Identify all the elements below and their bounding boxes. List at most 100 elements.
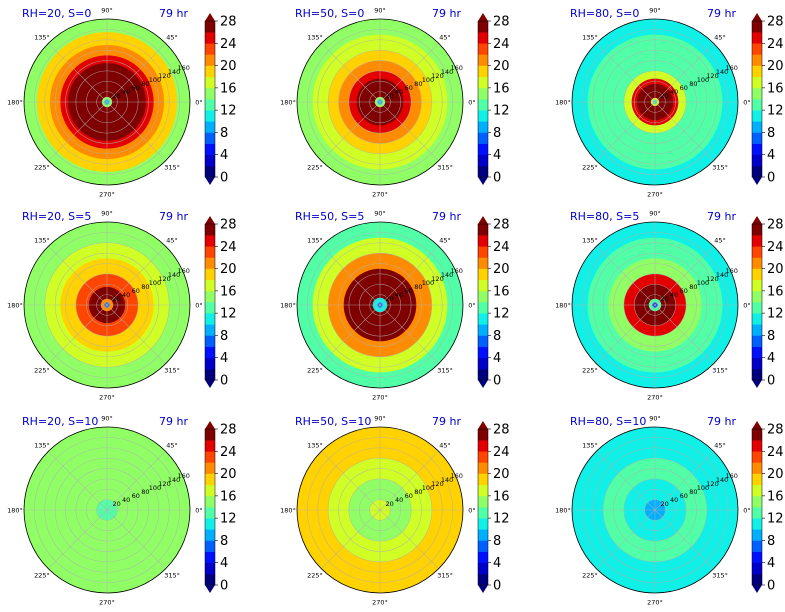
angle-tick-label: 45° — [166, 236, 178, 244]
colorbar-segment — [478, 473, 488, 486]
colorbar-tick-label: 4 — [767, 556, 775, 571]
radial-tick-label: 160 — [725, 472, 737, 480]
angle-tick-label: 135° — [582, 33, 598, 41]
panel-title-left: RH=80, S=0 — [570, 7, 639, 20]
radial-tick-label: 80 — [141, 283, 149, 291]
colorbar-outline — [477, 223, 489, 381]
angle-tick-label: 0° — [468, 302, 475, 310]
colorbar-segment — [752, 21, 762, 33]
colorbar-tick-label: 16 — [493, 284, 510, 299]
polar-panel-8: 0°45°90°135°180°225°270°315°20 40 60 80 1001… — [280, 415, 509, 607]
angle-tick-label: 0° — [195, 507, 202, 515]
colorbar-segment — [478, 357, 488, 370]
colorbar-segment — [205, 32, 215, 44]
angle-tick-label: 0° — [743, 99, 750, 107]
colorbar-tick-label: 8 — [220, 329, 228, 344]
radial-tick-label: 160 — [725, 267, 737, 275]
colorbar-segment — [205, 268, 215, 281]
grid-spoke — [379, 304, 439, 364]
polar-grid — [297, 19, 463, 185]
colorbar-tick-label: 4 — [220, 351, 228, 366]
angle-tick-label: 270° — [647, 394, 663, 402]
panel-title-right: 79 hr — [707, 415, 736, 428]
colorbar-tick-label: 20 — [493, 262, 510, 277]
colorbar-tick-label: 4 — [493, 351, 501, 366]
radial-tick-label: 20 — [660, 92, 668, 100]
grid-spoke — [106, 246, 166, 306]
colorbar-tick-label: 24 — [767, 445, 784, 460]
colorbar-segment — [752, 76, 762, 89]
angle-tick-label: 270° — [99, 191, 115, 199]
colorbar-tick-label: 20 — [767, 59, 784, 74]
colorbar-segment — [752, 462, 762, 474]
colorbar-segment — [752, 257, 762, 269]
angle-tick-label: 45° — [166, 33, 178, 41]
colorbar-extend-max — [205, 216, 215, 224]
angle-tick-label: 0° — [743, 302, 750, 310]
grid-spoke — [106, 43, 166, 103]
colorbar-tick-label: 28 — [220, 218, 237, 233]
colorbar-segment — [478, 224, 488, 236]
colorbar-outline — [204, 428, 216, 586]
colorbar-segment — [752, 65, 762, 78]
colorbar-segment — [205, 43, 215, 55]
radial-tick-label: 100 — [149, 484, 161, 492]
colorbar-segment — [205, 154, 215, 167]
colorbar-segment — [478, 495, 488, 508]
colorbar-extend-min — [205, 380, 215, 388]
colorbar-segment — [478, 246, 488, 258]
colorbar: 0 4 8 12 16 20 24 28 — [477, 421, 510, 594]
colorbar-tick-label: 12 — [767, 512, 784, 527]
polar-grid — [297, 427, 463, 593]
radial-tick-label: 60 — [405, 287, 413, 295]
angle-tick-label: 135° — [582, 441, 598, 449]
polar-frame — [296, 221, 464, 389]
colorbar-tick-label: 8 — [493, 534, 501, 549]
angle-tick-label: 90° — [101, 7, 113, 15]
angle-tick-label: 315° — [712, 164, 728, 172]
colorbar-segment — [752, 110, 762, 122]
polar-grid — [572, 427, 738, 593]
panel-title-right: 79 hr — [159, 7, 188, 20]
colorbar-extend-max — [752, 216, 762, 224]
colorbar-segment — [752, 346, 762, 359]
grid-spoke — [654, 101, 714, 161]
colorbar-segment — [752, 529, 762, 541]
colorbar-segment — [205, 462, 215, 474]
radial-tick-label: 120 — [158, 72, 170, 80]
radial-tick-label: 60 — [132, 287, 140, 295]
colorbar-extend-min — [478, 585, 488, 593]
colorbar-segment — [752, 335, 762, 347]
radial-tick-label: 80 — [414, 488, 422, 496]
colorbar-tick-label: 16 — [493, 81, 510, 96]
colorbar-segment — [478, 65, 488, 78]
radial-tick-label: 160 — [177, 64, 189, 72]
colorbar-segment — [752, 54, 762, 66]
colorbar-segment — [205, 573, 215, 586]
radial-tick-label: 120 — [158, 275, 170, 283]
colorbar-outline — [477, 20, 489, 178]
angle-tick-label: 135° — [307, 33, 323, 41]
colorbar-tick-label: 24 — [220, 37, 237, 52]
radial-tick-label: 80 — [414, 80, 422, 88]
radial-tick-label: 60 — [132, 84, 140, 92]
colorbar-segment — [478, 313, 488, 325]
angle-tick-label: 270° — [647, 599, 663, 607]
colorbar-segment — [478, 143, 488, 156]
angle-tick-label: 90° — [374, 7, 386, 15]
panel-title-left: RH=20, S=5 — [22, 210, 91, 223]
angle-tick-label: 0° — [468, 99, 475, 107]
radial-tick-label: 120 — [158, 480, 170, 488]
radial-tick-label: 80 — [141, 80, 149, 88]
colorbar-extend-min — [478, 177, 488, 185]
polar-grid — [297, 222, 463, 388]
colorbar-segment — [478, 451, 488, 463]
panel-title-right: 79 hr — [432, 210, 461, 223]
colorbar-tick-label: 0 — [493, 374, 501, 389]
radial-tick-label: 120 — [706, 480, 718, 488]
grid-spoke — [48, 509, 108, 569]
colorbar-extend-max — [478, 216, 488, 224]
colorbar-tick-label: 20 — [493, 467, 510, 482]
colorbar-segment — [752, 518, 762, 530]
colorbar-segment — [752, 440, 762, 452]
